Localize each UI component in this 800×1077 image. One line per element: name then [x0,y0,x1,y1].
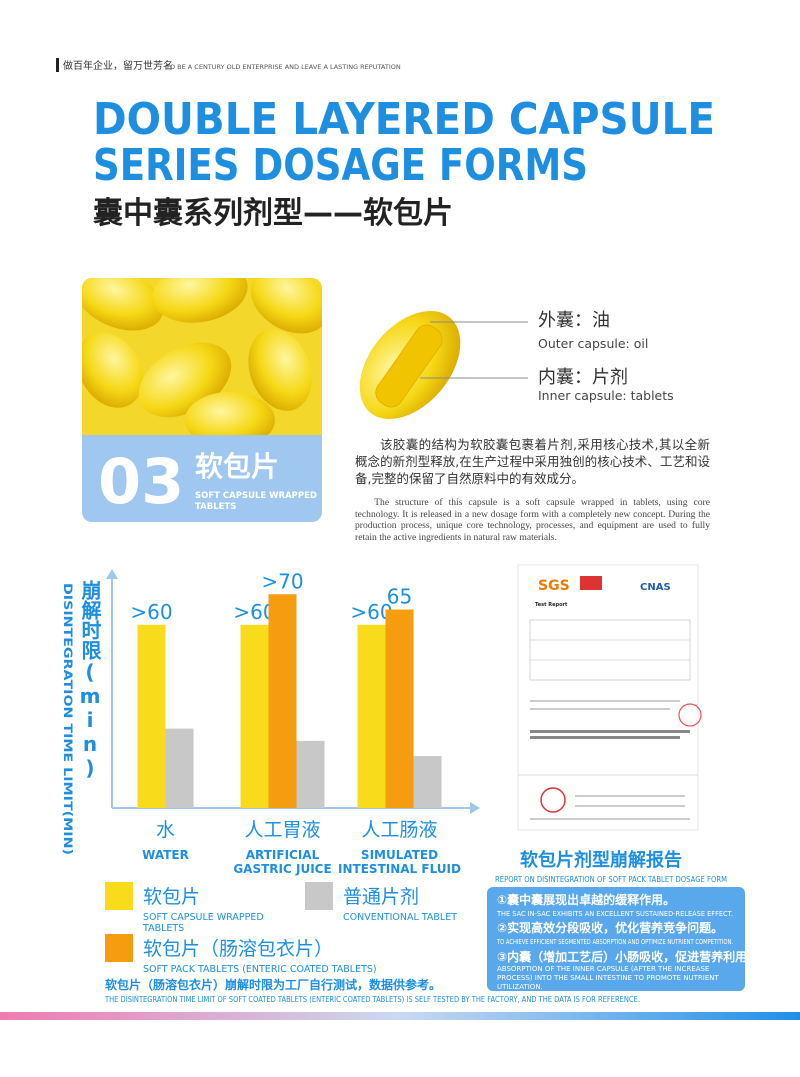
y-axis-label: 崩解时限(min) [78,579,102,780]
product-card [82,278,322,522]
legend-swatch [105,882,133,910]
legend-subtitle: SOFT CAPSULE WRAPPED [143,912,264,923]
description-cn: 该胶囊的结构为软胶囊包裹着片剂,采用核心技术,其以全新概念的新剂型释放,在生产过… [355,437,710,486]
product-name-cn: 软包片 [195,450,279,483]
bar [268,594,297,808]
x-tick-label-en: SIMULATED [361,848,438,862]
y-axis-label-en: DISINTEGRATION TIME LIMIT(MIN) [61,583,75,855]
x-tick-label: 水 [156,819,175,841]
inner-cn: 内囊：片剂 [538,367,628,388]
value-label: 65 [387,585,412,609]
outer-cn: 外囊：油 [538,310,610,331]
bottom-stripe [0,1012,800,1020]
bar [357,624,386,808]
legend-label: 软包片 [143,886,200,908]
bar [137,624,166,808]
report-point-cn: ②实现高效分段吸收，优化营养竞争问题。 [497,920,723,935]
value-label: >60 [130,600,172,624]
legend-subtitle: CONVENTIONAL TABLET [343,912,457,923]
bar [240,624,269,808]
header-bar [56,58,59,72]
tagline-cn: 做百年企业，留万世芳名 [63,59,173,72]
value-label: >70 [261,569,303,593]
capsule-diagram [359,310,528,420]
legend-swatch [105,934,133,962]
report-logo: SGS [538,578,570,594]
legend-subtitle: SOFT PACK TABLETS (ENTERIC COATED TABLET… [143,964,377,975]
bar [385,609,414,808]
bar [296,740,325,808]
y-axis-arrow [106,569,118,579]
legend-swatch [305,882,333,910]
product-number: 03 [98,445,184,518]
description-box: 该胶囊的结构为软胶囊包裹着片剂,采用核心技术,其以全新概念的新剂型释放,在生产过… [355,437,710,486]
report-point-en: TO ACHIEVE EFFICIENT SEGMENTED ABSORPTIO… [496,937,733,946]
x-tick-label-en: INTESTINAL FLUID [338,862,461,876]
report-point-cn: ③内囊（增加工艺后）小肠吸收，促进营养利用。 [497,949,759,964]
legend-label: 软包片（肠溶包衣片） [143,938,333,960]
x-axis-arrow [470,802,480,814]
x-tick-label-en: WATER [142,848,189,862]
title-cn: 囊中囊系列剂型——软包片 [93,196,453,231]
title-en: SERIES DOSAGE FORMS [93,140,588,191]
product-name-en: SOFT CAPSULE WRAPPED [195,491,317,501]
footnote-en: THE DISINTEGRATION TIME LIMIT OF SOFT CO… [104,995,640,1004]
legend-subtitle: TABLETS [142,923,184,934]
report-box [487,887,745,991]
report-point-en: ABSORPTION OF THE INNER CAPSULE (AFTER T… [497,965,719,989]
report-point-en: THE SAC IN-SAC EXHIBITS AN EXCELLENT SUS… [496,909,733,918]
report-title-en: REPORT ON DISINTEGRATION OF SOFT PACK TA… [495,875,727,884]
report-point-box: ABSORPTION OF THE INNER CAPSULE (AFTER T… [497,965,719,989]
report-point-cn: ①囊中囊展现出卓越的缓释作用。 [497,892,675,907]
product-name-en: TABLETS [195,502,236,512]
description-box: The structure of this capsule is a soft … [355,497,710,543]
report-heading: Test Report [535,602,568,608]
description-en: The structure of this capsule is a soft … [355,497,710,543]
report-image [517,564,702,831]
footnote-cn: 软包片（肠溶包衣片）崩解时限为工厂自行测试，数据供参考。 [105,977,441,992]
x-tick-label-en: GASTRIC JUICE [233,862,331,876]
outer-en: Outer capsule: oil [538,336,648,351]
legend-label: 普通片剂 [343,886,419,908]
bar [165,728,194,808]
x-tick-label: 人工胃液 [244,819,320,841]
title-en: DOUBLE LAYERED CAPSULE [93,94,715,145]
report-logo: CNAS [640,582,671,593]
tagline-en: TO BE A CENTURY OLD ENTERPRISE AND LEAVE… [165,63,401,71]
bar [413,756,442,808]
inner-en: Inner capsule: tablets [538,388,674,403]
x-tick-label-en: ARTIFICIAL [246,848,320,862]
x-tick-label: 人工肠液 [361,819,437,841]
report-title-cn: 软包片剂型崩解报告 [520,849,682,871]
